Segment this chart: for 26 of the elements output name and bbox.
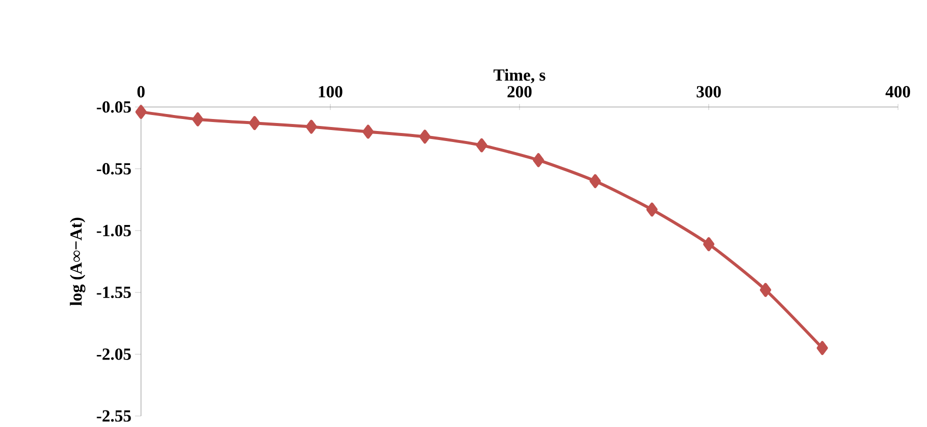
point — [362, 124, 374, 139]
x-tick-label: 200 — [508, 86, 532, 98]
point — [532, 153, 544, 168]
x-tick-label: 300 — [696, 86, 721, 98]
y-axis-title: log (A∞−At) — [70, 218, 86, 306]
point — [192, 112, 204, 126]
point — [646, 202, 658, 217]
point — [135, 104, 147, 119]
point — [760, 282, 772, 297]
point — [590, 174, 601, 188]
x-axis-title: Time, s — [494, 68, 546, 84]
y-tick-label: -2.05 — [96, 348, 131, 360]
point — [419, 130, 431, 144]
y-tick-label: -1.05 — [96, 224, 131, 236]
x-tick-label: 400 — [886, 86, 910, 98]
x-tick-label: 0 — [137, 86, 145, 98]
point — [306, 120, 317, 134]
point — [703, 237, 714, 252]
y-tick-label: -0.05 — [96, 101, 131, 113]
y-tick-label: -0.55 — [96, 163, 131, 175]
point — [476, 138, 488, 152]
x-tick-label: 100 — [318, 86, 342, 98]
point — [248, 116, 260, 130]
y-tick-label: -2.55 — [96, 410, 131, 422]
point — [816, 341, 828, 356]
y-tick-label: -1.55 — [96, 286, 131, 298]
